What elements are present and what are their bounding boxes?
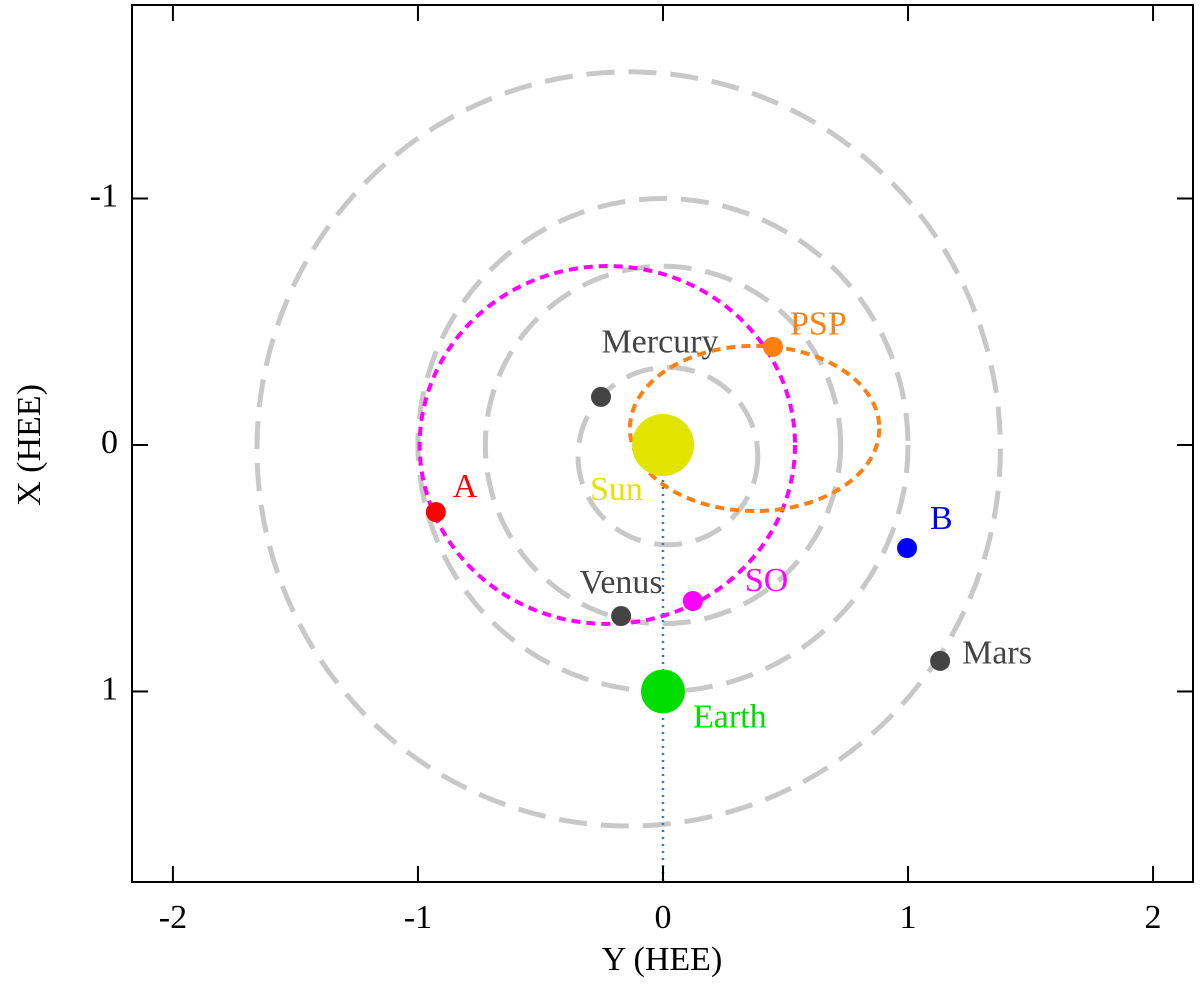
x-tick-label: -1 <box>404 899 432 936</box>
body <box>682 591 703 612</box>
body <box>763 336 784 357</box>
y-tick-label: 1 <box>101 670 118 707</box>
body-label: Earth <box>693 698 767 735</box>
body <box>897 538 918 559</box>
x-tick-label: 0 <box>654 899 671 936</box>
body <box>425 502 446 523</box>
orbit <box>417 264 798 626</box>
orbit <box>254 69 1003 829</box>
orbit <box>627 343 882 514</box>
x-tick-label: 1 <box>900 899 917 936</box>
body-label: Venus <box>580 564 663 601</box>
body-label: Mars <box>962 635 1032 672</box>
body <box>640 669 685 714</box>
body <box>590 386 611 407</box>
orbit <box>575 364 761 548</box>
body-label: B <box>930 500 953 537</box>
body <box>611 606 632 627</box>
body-label: PSP <box>790 306 847 343</box>
x-tick-label: -2 <box>159 899 187 936</box>
x-tick-label: 2 <box>1145 899 1162 936</box>
x-axis-label: Y (HEE) <box>602 941 723 978</box>
body <box>930 650 951 671</box>
y-axis-label: X (HEE) <box>11 384 48 506</box>
body-label: SO <box>745 562 788 599</box>
body-label: A <box>453 468 478 505</box>
body-label: Sun <box>590 471 643 508</box>
orbit <box>482 263 844 627</box>
y-tick-label: 0 <box>101 424 118 461</box>
body <box>631 413 694 476</box>
y-tick-label: -1 <box>90 177 118 214</box>
body-label: Mercury <box>601 324 718 361</box>
